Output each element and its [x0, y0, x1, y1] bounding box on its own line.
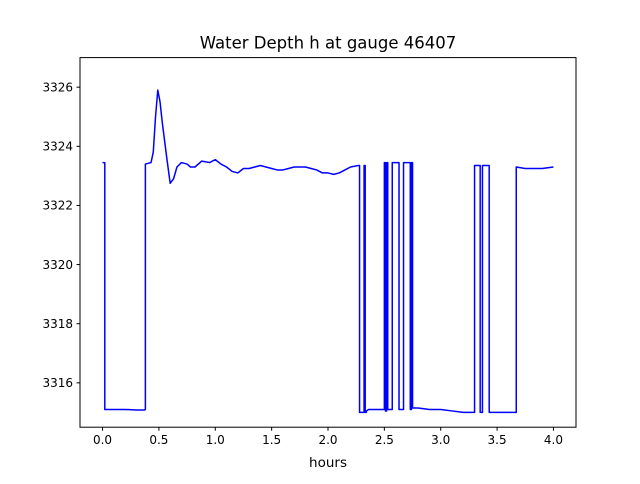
x-tick-label: 0.5: [149, 433, 168, 447]
series-line-water-depth: [102, 89, 554, 414]
y-tick-label: 3318: [42, 317, 73, 331]
x-tick-label: 3.5: [488, 433, 507, 447]
y-tick-label: 3316: [42, 376, 73, 390]
x-axis-ticks: 0.0 0.5 1.0 1.5 2.0 2.5 3.0 3.5 4.0: [93, 427, 563, 447]
x-tick-label: 3.0: [431, 433, 450, 447]
y-tick-label: 3322: [42, 199, 73, 213]
y-tick-label: 3326: [42, 80, 73, 94]
x-tick-label: 4.0: [544, 433, 563, 447]
x-axis-label: hours: [309, 455, 347, 471]
chart-title: Water Depth h at gauge 46407: [200, 34, 456, 53]
y-axis-ticks: 3316 3318 3320 3322 3324 3326: [42, 80, 80, 390]
x-tick-label: 1.0: [206, 433, 225, 447]
x-tick-label: 1.5: [262, 433, 281, 447]
y-tick-label: 3324: [42, 140, 73, 154]
x-tick-label: 2.5: [375, 433, 394, 447]
x-tick-label: 2.0: [318, 433, 337, 447]
series-layer: [102, 89, 554, 414]
plot-area-frame: [79, 57, 577, 428]
x-tick-label: 0.0: [93, 433, 112, 447]
y-tick-label: 3320: [42, 258, 73, 272]
